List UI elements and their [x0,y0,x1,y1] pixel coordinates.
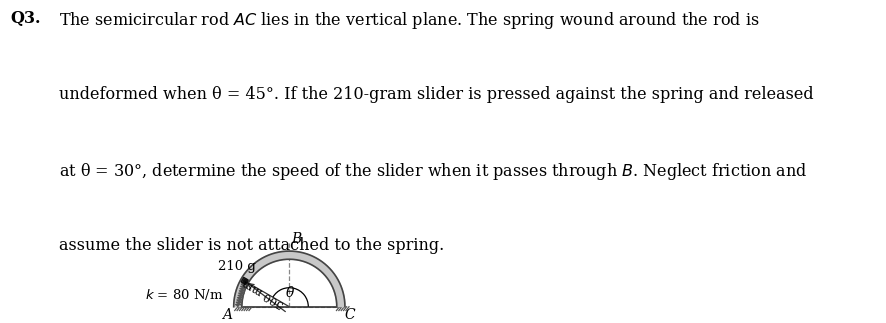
Text: undeformed when θ = 45°. If the 210-gram slider is pressed against the spring an: undeformed when θ = 45°. If the 210-gram… [59,86,813,103]
Text: C: C [345,308,355,322]
Text: 210 g: 210 g [217,260,255,273]
Text: $k$ = 80 N/m: $k$ = 80 N/m [145,287,223,302]
Polygon shape [233,251,345,307]
Text: Q3.: Q3. [11,10,41,27]
Text: at θ = 30°, determine the speed of the slider when it passes through $B$. Neglec: at θ = 30°, determine the speed of the s… [59,162,806,182]
Text: 500 mm: 500 mm [241,277,286,308]
Text: assume the slider is not attached to the spring.: assume the slider is not attached to the… [59,237,444,255]
Text: θ: θ [285,286,293,299]
Text: The semicircular rod $AC$ lies in the vertical plane. The spring wound around th: The semicircular rod $AC$ lies in the ve… [59,10,759,31]
Text: A: A [222,308,232,322]
Text: B: B [291,232,301,246]
Polygon shape [241,277,248,285]
